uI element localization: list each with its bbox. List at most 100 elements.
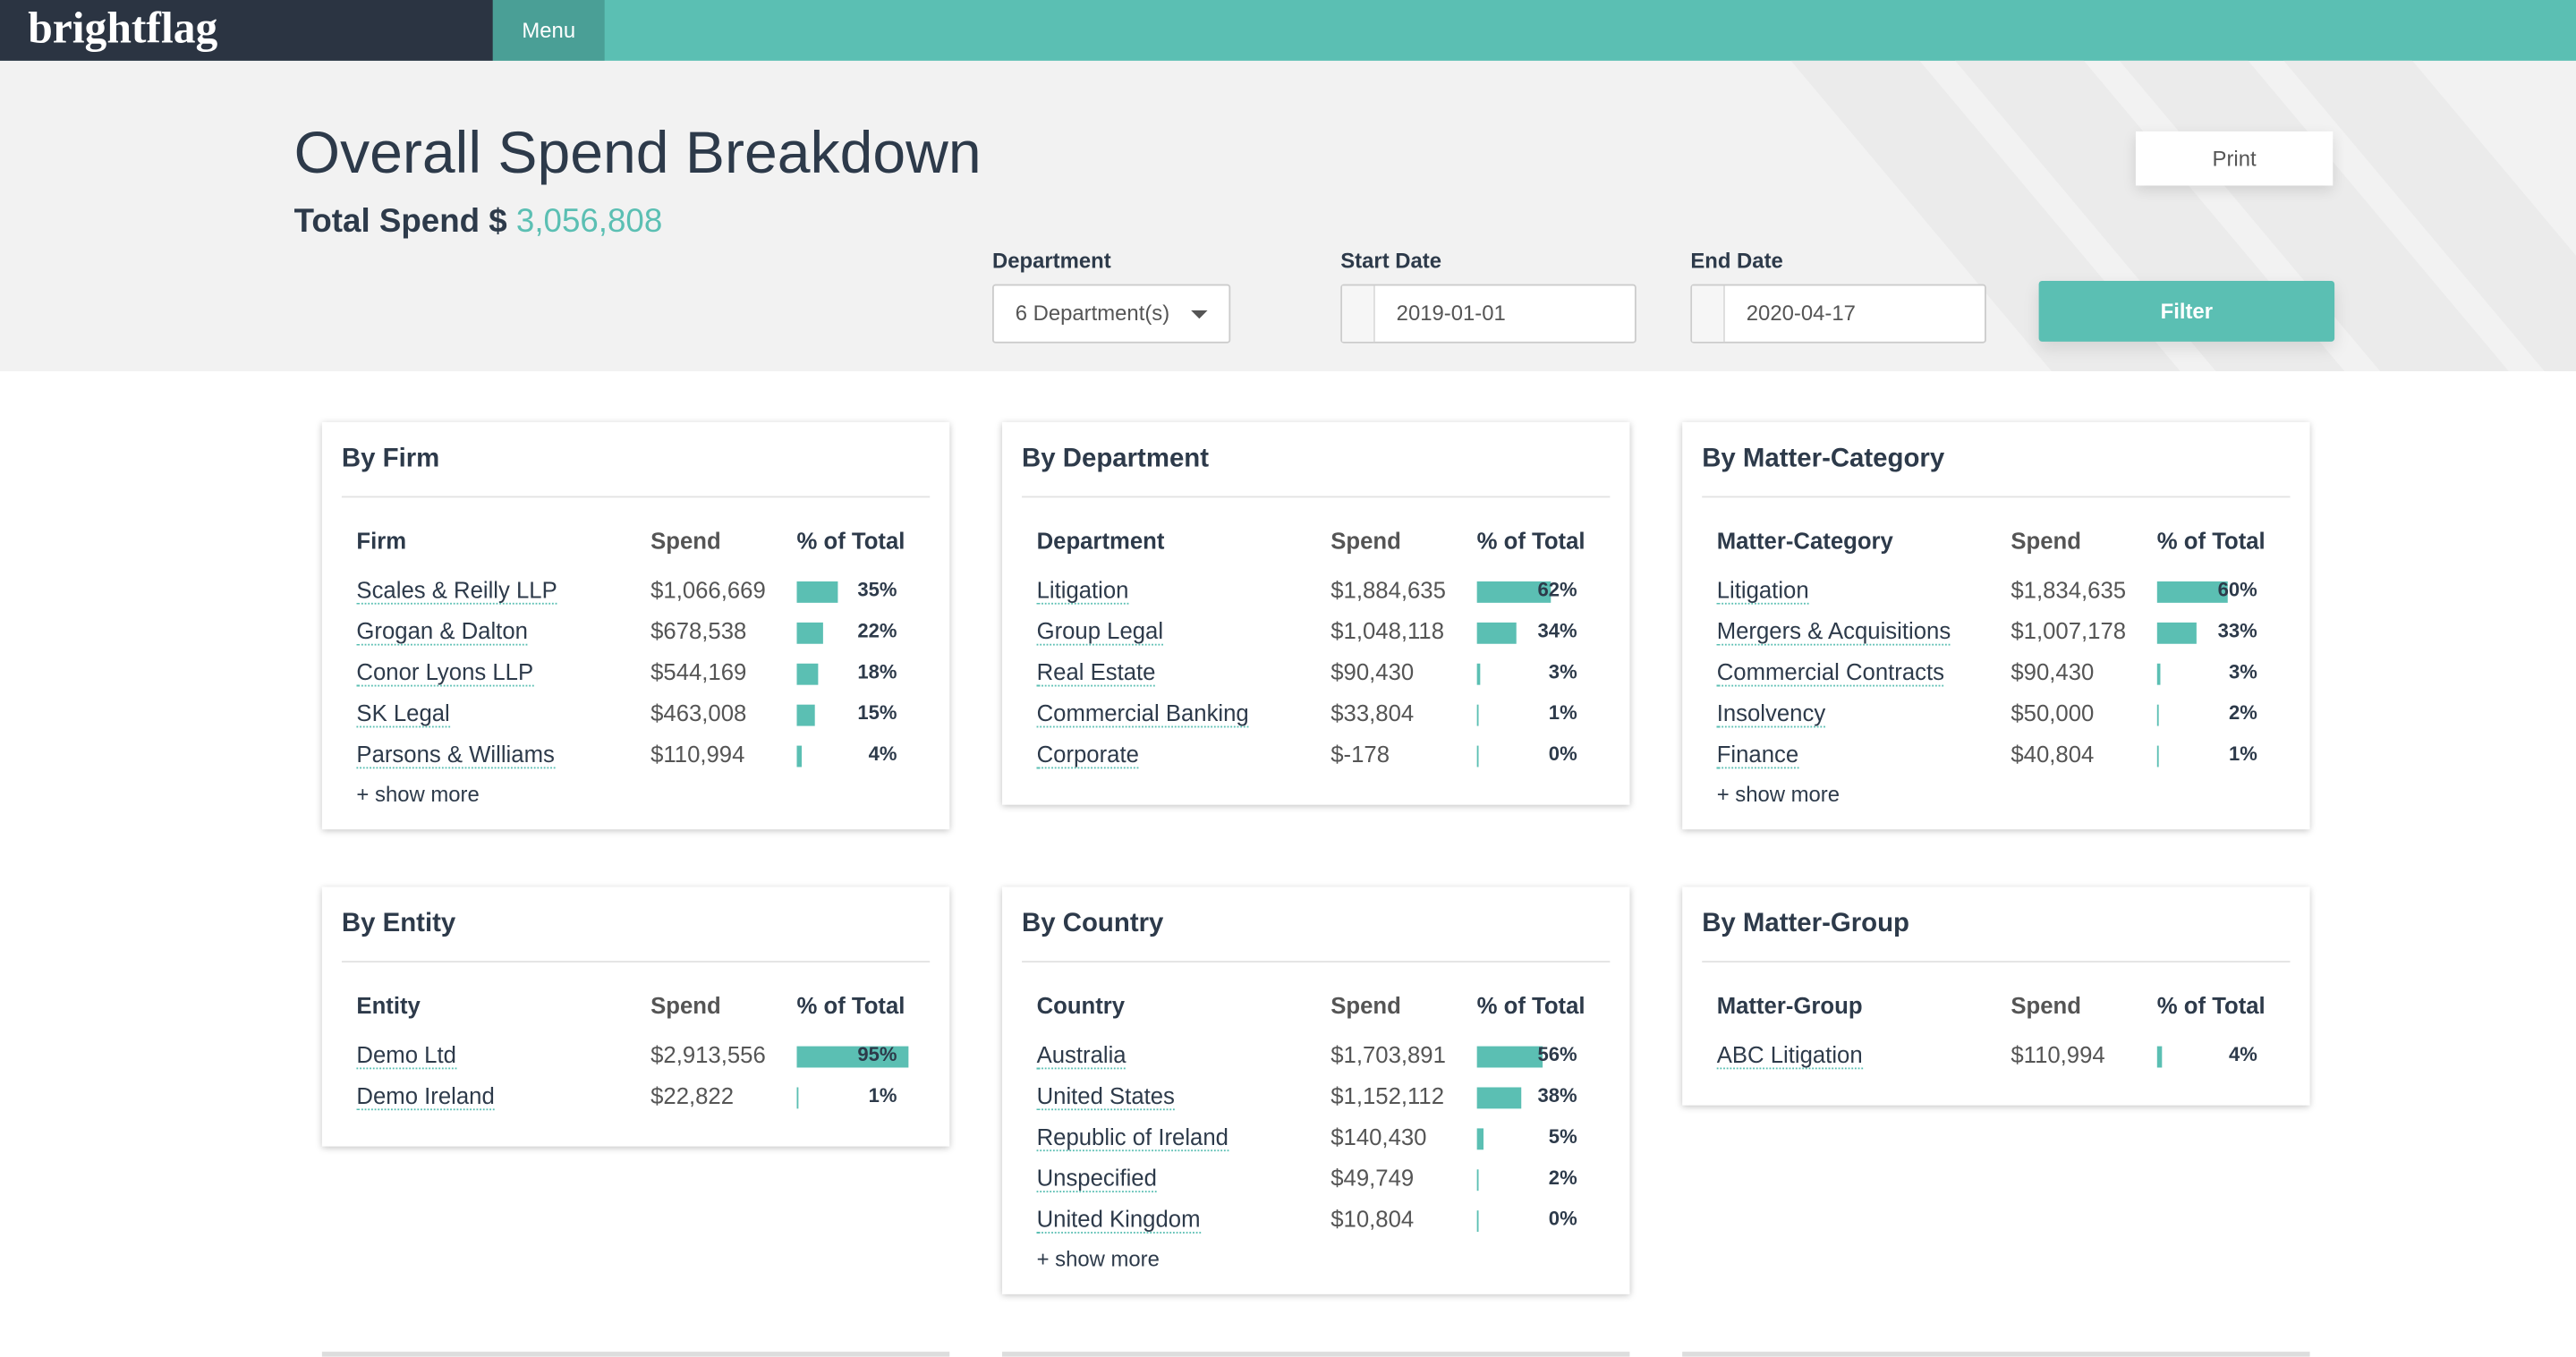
table-row: Real Estate $90,430 3% (1002, 658, 1629, 700)
end-date-input[interactable]: 2020-04-17 (1690, 284, 1986, 343)
table-row: Grogan & Dalton $678,538 22% (322, 617, 949, 658)
percent-bar (1476, 663, 1481, 685)
percent-label: 15% (857, 701, 897, 725)
name-link[interactable]: Conor Lyons LLP (356, 658, 534, 687)
panel: By Country Country Spend % of Total Australi… (1002, 886, 1630, 1294)
table-header: Country Spend % of Total (1002, 992, 1629, 1041)
percent-bar (796, 704, 815, 726)
spend-cell: $140,430 (1331, 1123, 1427, 1150)
department-select[interactable]: 6 Department(s) (992, 284, 1231, 343)
name-link[interactable]: Republic of Ireland (1036, 1123, 1228, 1152)
panel: By Department Department Spend % of Total Li… (1002, 421, 1630, 805)
percent-bar (2156, 622, 2197, 644)
name-cell: Insolvency (1716, 700, 1826, 728)
column-header: Firm (356, 527, 407, 554)
spend-cell: $50,000 (2011, 700, 2095, 726)
table-row: Insolvency $50,000 2% (1682, 700, 2309, 741)
print-button[interactable]: Print (2135, 131, 2334, 186)
column-header: Matter-Group (1716, 992, 1863, 1019)
percent-bar (796, 581, 838, 603)
name-link[interactable]: Finance (1716, 741, 1799, 769)
show-more[interactable]: + show more (1036, 1246, 1160, 1272)
percent-label: 62% (1537, 578, 1577, 602)
percent-label: 1% (868, 1083, 897, 1107)
spend-cell: $40,804 (2011, 741, 2095, 768)
name-link[interactable]: Group Legal (1036, 617, 1164, 646)
percent-label: 33% (2217, 619, 2257, 642)
percent-bar (1476, 622, 1518, 644)
percent-label: 56% (1537, 1042, 1577, 1066)
name-link[interactable]: Corporate (1036, 741, 1139, 769)
name-link[interactable]: Commercial Contracts (1716, 658, 1944, 687)
divider (1022, 961, 1611, 963)
spend-cell: $1,152,112 (1331, 1081, 1444, 1109)
spend-cell: $90,430 (1331, 658, 1415, 685)
percent-bar (796, 1087, 799, 1109)
column-header: % of Total (2156, 992, 2266, 1019)
panel-title: By Matter-Group (1702, 910, 1909, 938)
name-cell: Australia (1036, 1041, 1126, 1070)
spend-cell: $1,066,669 (650, 576, 766, 603)
name-cell: Scales & Reilly LLP (356, 576, 557, 605)
name-cell: Unspecified (1036, 1164, 1157, 1193)
percent-label: 22% (857, 619, 897, 642)
logo[interactable]: brightflag (0, 0, 493, 61)
name-link[interactable]: Scales & Reilly LLP (356, 576, 557, 605)
panel-edge (1682, 1352, 2310, 1357)
department-label: Department (992, 248, 1111, 273)
name-link[interactable]: Parsons & Williams (356, 741, 555, 769)
name-link[interactable]: Demo Ltd (356, 1041, 456, 1070)
column-header: Matter-Category (1716, 527, 1893, 554)
percent-bar (2156, 745, 2159, 768)
spend-cell: $1,884,635 (1331, 576, 1446, 603)
panel: By Entity Entity Spend % of Total Demo Ltd $2… (321, 886, 950, 1147)
name-link[interactable]: United States (1036, 1081, 1175, 1111)
name-link[interactable]: Unspecified (1036, 1164, 1157, 1193)
start-date-input[interactable]: 2019-01-01 (1340, 284, 1637, 343)
name-link[interactable]: Grogan & Dalton (356, 617, 528, 646)
percent-label: 38% (1537, 1083, 1577, 1107)
menu-button[interactable]: Menu (492, 0, 605, 61)
percent-bar (796, 745, 802, 768)
column-header: % of Total (796, 527, 905, 554)
spend-cell: $10,804 (1331, 1205, 1415, 1233)
name-cell: Group Legal (1036, 617, 1164, 646)
filter-button[interactable]: Filter (2038, 280, 2335, 342)
column-header: % of Total (796, 992, 905, 1019)
show-more[interactable]: + show more (356, 781, 480, 807)
name-cell: Litigation (1716, 576, 1809, 605)
percent-label: 2% (2228, 701, 2257, 725)
show-more[interactable]: + show more (1716, 781, 1841, 807)
name-link[interactable]: Demo Ireland (356, 1081, 495, 1111)
name-cell: Commercial Banking (1036, 700, 1249, 728)
total-spend: Total Spend $ 3,056,808 (294, 204, 663, 242)
spend-cell: $678,538 (650, 617, 747, 644)
spend-cell: $110,994 (650, 741, 745, 768)
table-row: Republic of Ireland $140,430 5% (1002, 1123, 1629, 1165)
name-link[interactable]: Litigation (1716, 576, 1809, 605)
table-row: United States $1,152,112 38% (1002, 1081, 1629, 1124)
name-link[interactable]: Litigation (1036, 576, 1129, 605)
department-value: 6 Department(s) (1015, 301, 1170, 326)
name-link[interactable]: Australia (1036, 1041, 1126, 1070)
name-link[interactable]: SK Legal (356, 700, 450, 728)
name-cell: Demo Ireland (356, 1081, 495, 1111)
table-header: Matter-Group Spend % of Total (1682, 992, 2309, 1041)
name-link[interactable]: Insolvency (1716, 700, 1826, 728)
spend-cell: $544,169 (650, 658, 747, 685)
percent-bar (1476, 1210, 1479, 1233)
percent-bar (1476, 1087, 1522, 1109)
name-cell: Finance (1716, 741, 1799, 769)
percent-bar (796, 622, 823, 644)
end-date-label: End Date (1690, 248, 1783, 273)
name-link[interactable]: Real Estate (1036, 658, 1156, 687)
name-link[interactable]: United Kingdom (1036, 1205, 1201, 1234)
percent-label: 0% (1548, 1207, 1577, 1231)
name-link[interactable]: Mergers & Acquisitions (1716, 617, 1951, 646)
spend-cell: $-178 (1331, 741, 1390, 768)
name-link[interactable]: Commercial Banking (1036, 700, 1249, 728)
name-link[interactable]: ABC Litigation (1716, 1041, 1863, 1070)
percent-label: 3% (2228, 660, 2257, 683)
table-row: Commercial Banking $33,804 1% (1002, 700, 1629, 741)
total-label: Total Spend $ (293, 203, 507, 241)
